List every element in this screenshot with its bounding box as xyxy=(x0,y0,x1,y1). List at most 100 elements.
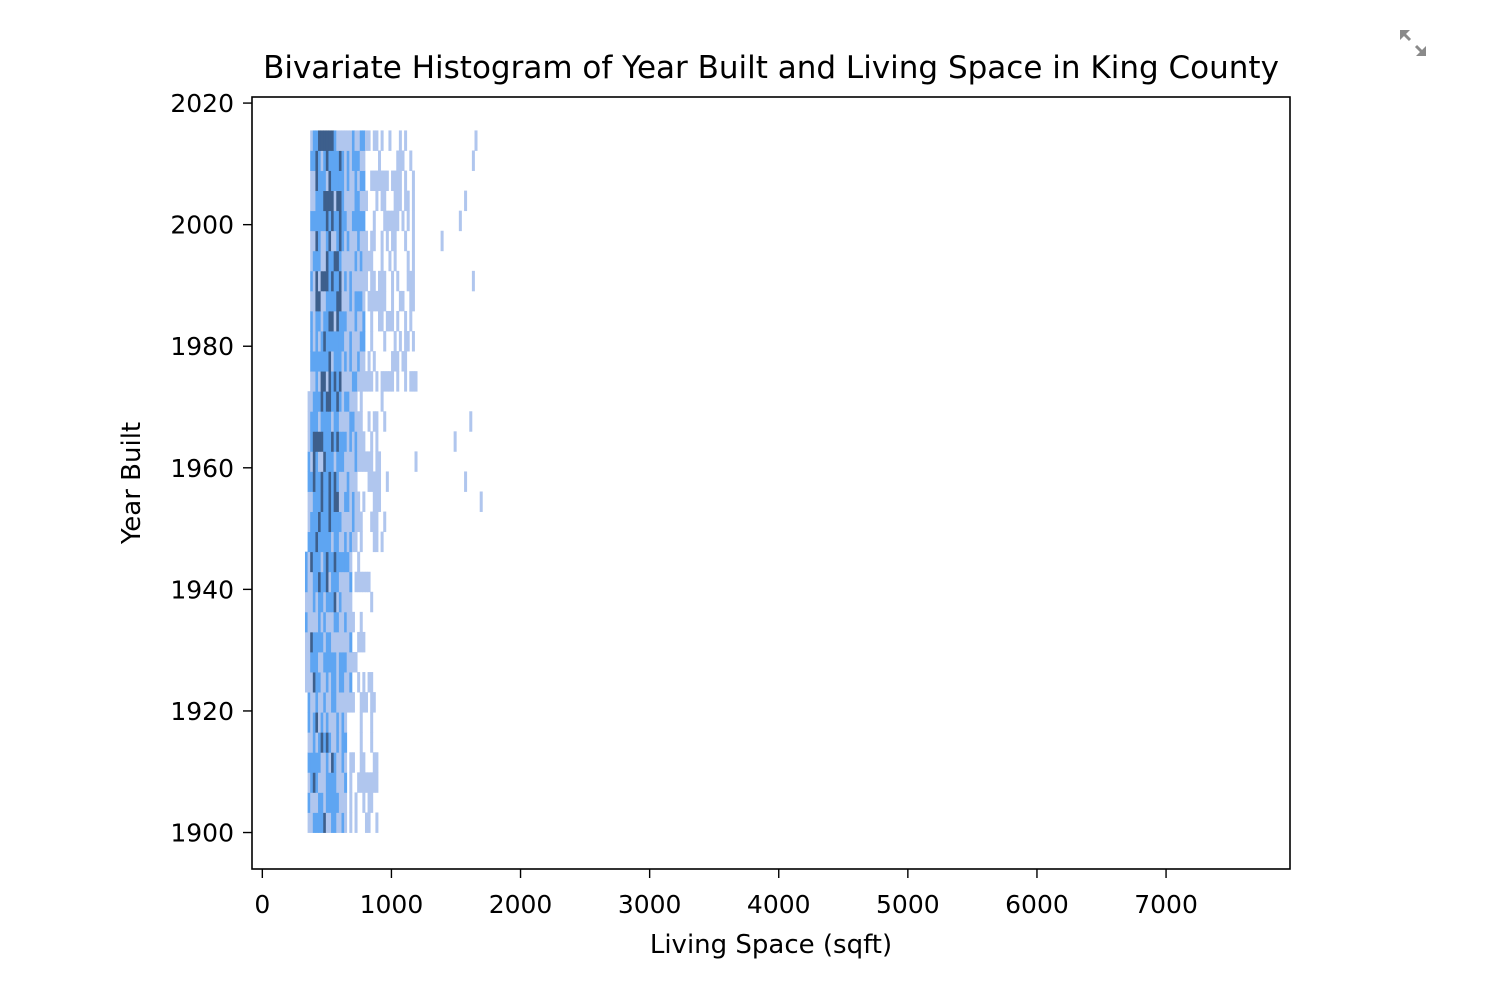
histogram-cell xyxy=(325,331,329,352)
histogram-cell xyxy=(320,210,324,232)
histogram-cell xyxy=(349,391,353,412)
histogram-cell xyxy=(312,672,316,693)
histogram-cell xyxy=(479,491,483,512)
histogram-cell xyxy=(331,250,335,272)
y-tick-label: 2020 xyxy=(170,89,234,118)
histogram-cell xyxy=(310,631,314,653)
histogram-cell xyxy=(346,391,350,412)
histogram-cell xyxy=(370,310,374,332)
histogram-cell xyxy=(341,451,345,472)
histogram-cell xyxy=(307,491,311,512)
histogram-cell xyxy=(312,531,316,553)
histogram-cell xyxy=(325,772,329,793)
histogram-cell xyxy=(364,571,368,593)
histogram-cell xyxy=(378,451,382,472)
histogram-cell xyxy=(344,451,348,472)
histogram-cell xyxy=(364,130,368,151)
x-tick-label: 5000 xyxy=(876,890,940,919)
histogram-cell xyxy=(341,371,345,392)
histogram-cell xyxy=(367,792,371,813)
histogram-cell xyxy=(391,310,395,332)
histogram-cell xyxy=(346,591,350,613)
histogram-cell xyxy=(351,531,355,553)
histogram-cell xyxy=(362,130,366,151)
histogram-cell xyxy=(315,471,319,492)
histogram-cell xyxy=(315,411,319,432)
histogram-cell xyxy=(315,170,319,192)
histogram-cell xyxy=(312,712,316,733)
histogram-cell xyxy=(346,551,350,573)
y-tick-label: 1940 xyxy=(170,575,234,604)
histogram-cell xyxy=(354,511,358,533)
histogram-cell xyxy=(331,331,335,352)
histogram-cell xyxy=(315,571,319,593)
histogram-cell xyxy=(323,371,327,392)
histogram-cell xyxy=(323,310,327,332)
histogram-cell xyxy=(364,692,368,713)
expand-icon[interactable] xyxy=(1396,26,1430,60)
histogram-cell xyxy=(318,170,322,192)
histogram-cell xyxy=(372,531,376,553)
histogram-cell xyxy=(341,391,345,412)
histogram-cell xyxy=(323,230,327,252)
histogram-cell xyxy=(346,511,350,533)
histogram-cell xyxy=(328,551,332,573)
histogram-cell xyxy=(357,190,361,212)
histogram-cell xyxy=(344,351,348,372)
histogram-cell xyxy=(357,551,361,573)
histogram-cell xyxy=(323,491,327,512)
histogram-cell xyxy=(333,270,337,292)
histogram-cell xyxy=(331,130,335,151)
histogram-cell xyxy=(362,491,366,512)
histogram-cell xyxy=(338,551,342,573)
histogram-cell xyxy=(396,371,400,392)
histogram-cell xyxy=(328,290,332,312)
histogram-cell xyxy=(318,130,322,151)
histogram-cell xyxy=(362,371,366,392)
histogram-cell xyxy=(315,270,319,292)
histogram-cell xyxy=(351,451,355,472)
histogram-cell xyxy=(393,331,397,352)
histogram-cell xyxy=(338,170,342,192)
histogram-cell xyxy=(378,491,382,512)
x-tick-label: 6000 xyxy=(1005,890,1069,919)
histogram-cell xyxy=(393,230,397,252)
histogram-cell xyxy=(372,290,376,312)
histogram-cell xyxy=(375,491,379,512)
histogram-cell xyxy=(380,130,384,151)
histogram-cell xyxy=(370,732,374,753)
histogram-cell xyxy=(323,411,327,432)
histogram-cell xyxy=(331,551,335,573)
histogram-cell xyxy=(328,812,332,833)
histogram-cell xyxy=(341,491,345,512)
histogram-cell xyxy=(341,631,345,653)
histogram-cell xyxy=(404,190,408,212)
histogram-cell xyxy=(338,451,342,472)
histogram-cell xyxy=(318,571,322,593)
histogram-cell xyxy=(325,551,329,573)
histogram-cell xyxy=(351,692,355,713)
histogram-cell xyxy=(325,391,329,412)
histogram-cell xyxy=(346,210,350,232)
histogram-cell xyxy=(380,170,384,192)
histogram-cell xyxy=(401,290,405,312)
histogram-cell xyxy=(359,772,363,793)
histogram-cell xyxy=(359,752,363,773)
histogram-cell xyxy=(336,451,340,472)
histogram-cell xyxy=(331,210,335,232)
histogram-cell xyxy=(315,651,319,673)
histogram-cell xyxy=(346,531,350,553)
histogram-cell xyxy=(351,290,355,312)
histogram-cell xyxy=(333,411,337,432)
histogram-cell xyxy=(331,812,335,833)
histogram-cell xyxy=(310,812,314,833)
histogram-cell xyxy=(333,792,337,813)
histogram-cell xyxy=(338,471,342,492)
histogram-cell xyxy=(331,411,335,432)
histogram-cell xyxy=(388,130,392,151)
histogram-cell xyxy=(346,451,350,472)
histogram-cell xyxy=(411,250,415,272)
histogram-cell xyxy=(404,351,408,372)
histogram-cell xyxy=(341,812,345,833)
histogram-cell xyxy=(359,351,363,372)
